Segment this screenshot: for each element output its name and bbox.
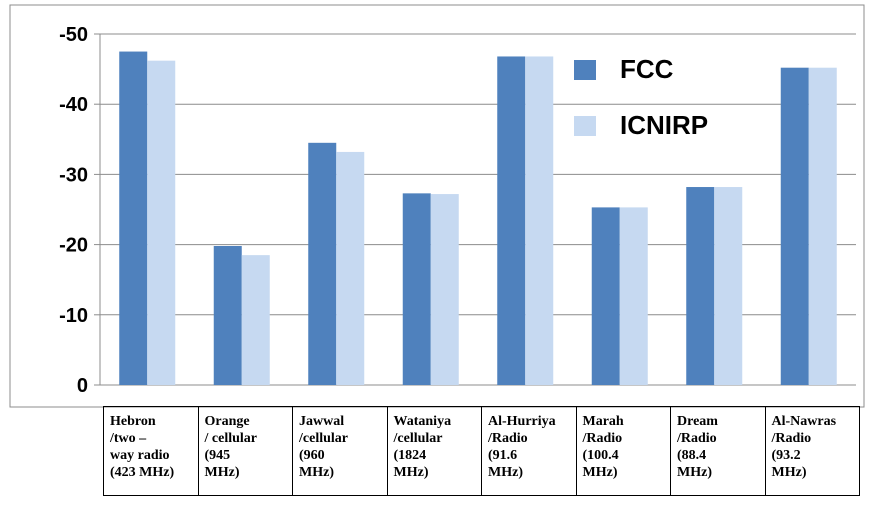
bar-icnirp-3	[336, 151, 365, 385]
legend-label-fcc: FCC	[620, 54, 674, 84]
category-row: Hebron /two – way radio (423 MHz) Orange …	[103, 406, 860, 496]
legend-label-icnirp: ICNIRP	[620, 110, 708, 140]
category-label: Al-Hurriya /Radio (91.6 MHz)	[481, 406, 577, 496]
bar-fcc-6	[591, 207, 620, 385]
category-label: Hebron /two – way radio (423 MHz)	[103, 406, 199, 496]
bar-icnirp-4	[430, 194, 459, 385]
bar-icnirp-6	[619, 207, 648, 385]
bar-fcc-3	[308, 142, 337, 385]
category-label: Dream /Radio (88.4 MHz)	[670, 406, 766, 496]
bar-icnirp-8	[808, 67, 837, 386]
y-tick-label: -40	[59, 94, 88, 116]
category-label: Marah /Radio (100.4 MHz)	[575, 406, 671, 496]
bar-icnirp-2	[241, 255, 270, 385]
category-table: Hebron /two – way radio (423 MHz) Orange …	[103, 406, 860, 496]
bar-fcc-4	[402, 193, 431, 385]
y-tick-label: 0	[77, 375, 88, 397]
bar-fcc-5	[497, 56, 526, 386]
legend-swatch-fcc	[574, 60, 596, 80]
bar-icnirp-1	[147, 60, 176, 386]
bar-fcc-7	[686, 187, 715, 385]
legend-swatch-icnirp	[574, 116, 596, 136]
bar-icnirp-7	[714, 187, 743, 385]
y-tick-label: -50	[59, 24, 88, 46]
y-tick-label: -10	[59, 305, 88, 327]
bar-fcc-2	[213, 246, 242, 385]
y-tick-label: -30	[59, 164, 88, 186]
category-label: Orange / cellular (945 MHz)	[197, 406, 293, 496]
y-tick-label: -20	[59, 235, 88, 257]
bar-fcc-8	[780, 67, 809, 386]
category-label: Wataniya /cellular (1824 MHz)	[386, 406, 482, 496]
category-label: Jawwal /cellular (960 MHz)	[292, 406, 388, 496]
category-label: Al-Nawras /Radio (93.2 MHz)	[764, 406, 860, 496]
bar-icnirp-5	[525, 56, 554, 386]
bar-fcc-1	[119, 51, 148, 386]
